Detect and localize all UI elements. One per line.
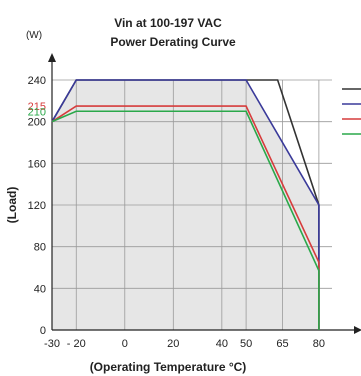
y-tick-label: 80	[34, 242, 46, 254]
tick-labels-layer: 0 40 80 120 160 200 240 -30 - 20 0 20 40 50 65 80 21521…	[28, 75, 325, 350]
x-tick-label: 20	[167, 338, 179, 350]
x-axis-arrow	[354, 326, 361, 334]
x-tick-label: 40	[216, 338, 228, 350]
highlight-label: 215	[28, 101, 46, 113]
grid-layer	[52, 79, 332, 330]
legend-layer	[342, 88, 361, 135]
x-axis-label: (Operating Temperature °C)	[90, 360, 247, 374]
y-axis-label: (Load)	[5, 187, 19, 224]
x-tick-label: 65	[276, 338, 288, 350]
x-tick-label: -30	[44, 338, 60, 350]
series-layer	[51, 79, 320, 330]
axes-layer	[48, 53, 361, 334]
chart-title-line1: Vin at 100-197 VAC	[114, 16, 222, 30]
y-tick-label: 160	[28, 158, 46, 170]
series-line-2	[51, 79, 320, 330]
y-axis-arrow	[48, 53, 56, 62]
y-tick-label: 120	[28, 200, 46, 212]
y-tick-label: 0	[40, 325, 46, 337]
x-tick-label: 80	[313, 338, 325, 350]
x-tick-label: 50	[240, 338, 252, 350]
y-tick-label: 240	[28, 75, 46, 87]
series-line-4	[51, 110, 320, 330]
x-tick-label: - 20	[67, 338, 86, 350]
x-tick-label: 0	[122, 338, 128, 350]
y-tick-label: 200	[28, 117, 46, 129]
highlight-label: 210	[28, 106, 46, 118]
y-tick-label: 40	[34, 283, 46, 295]
y-unit-label: (W)	[26, 30, 42, 41]
chart-title-line2: Power Derating Curve	[110, 35, 236, 49]
